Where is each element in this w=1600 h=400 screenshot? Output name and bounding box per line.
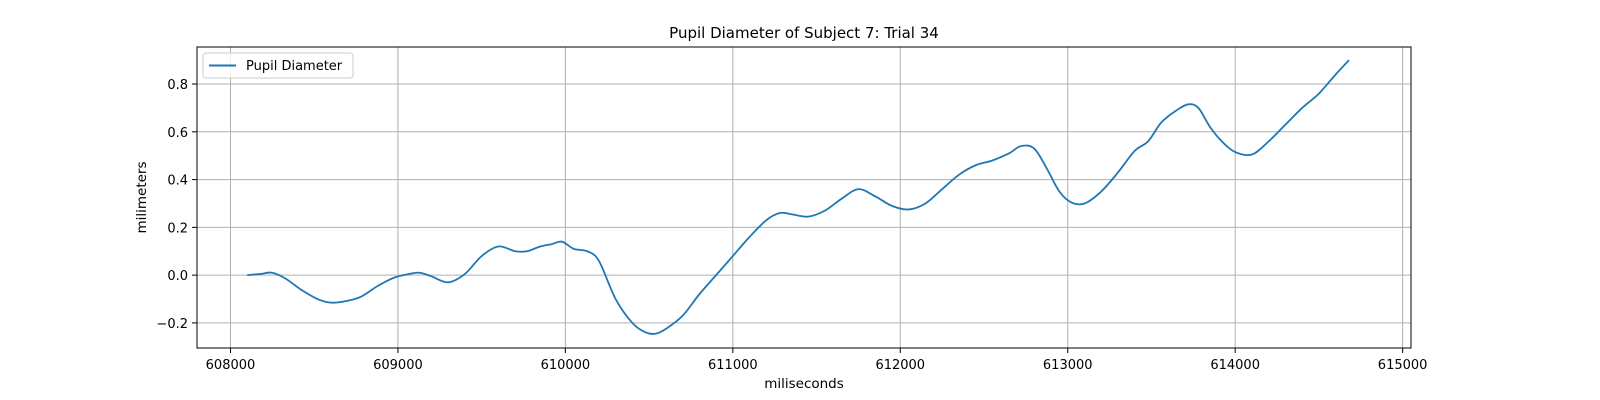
plot-frame <box>196 46 1412 349</box>
y-tick-label: 0.8 <box>167 78 188 93</box>
x-tick-label: 612000 <box>875 358 925 373</box>
y-axis-label: milimeters <box>134 161 150 233</box>
legend: Pupil Diameter <box>202 52 354 79</box>
legend-label: Pupil Diameter <box>246 59 343 74</box>
y-tick-label: 0.6 <box>167 126 188 141</box>
series-line-pupil-diameter <box>247 59 1350 335</box>
y-tick-label: 0.0 <box>167 269 188 284</box>
y-tick-label: −0.2 <box>156 317 188 332</box>
x-tick-label: 613000 <box>1043 358 1093 373</box>
y-tick-label: 0.4 <box>167 174 188 189</box>
legend-box <box>202 52 354 79</box>
plot-area <box>247 59 1350 335</box>
x-axis-label: miliseconds <box>764 376 844 392</box>
x-tick-label: 611000 <box>708 358 758 373</box>
x-tick-label: 615000 <box>1378 358 1428 373</box>
x-tick-label: 610000 <box>541 358 591 373</box>
x-tick-label: 608000 <box>206 358 256 373</box>
axis-ticks: 608000 609000 610000 611000 612000 613000 6140… <box>156 78 1427 373</box>
y-tick-label: 0.2 <box>167 221 188 236</box>
x-tick-label: 609000 <box>373 358 423 373</box>
x-tick-label: 614000 <box>1210 358 1260 373</box>
grid-lines <box>197 47 1411 348</box>
chart-title: Pupil Diameter of Subject 7: Trial 34 <box>669 24 939 42</box>
